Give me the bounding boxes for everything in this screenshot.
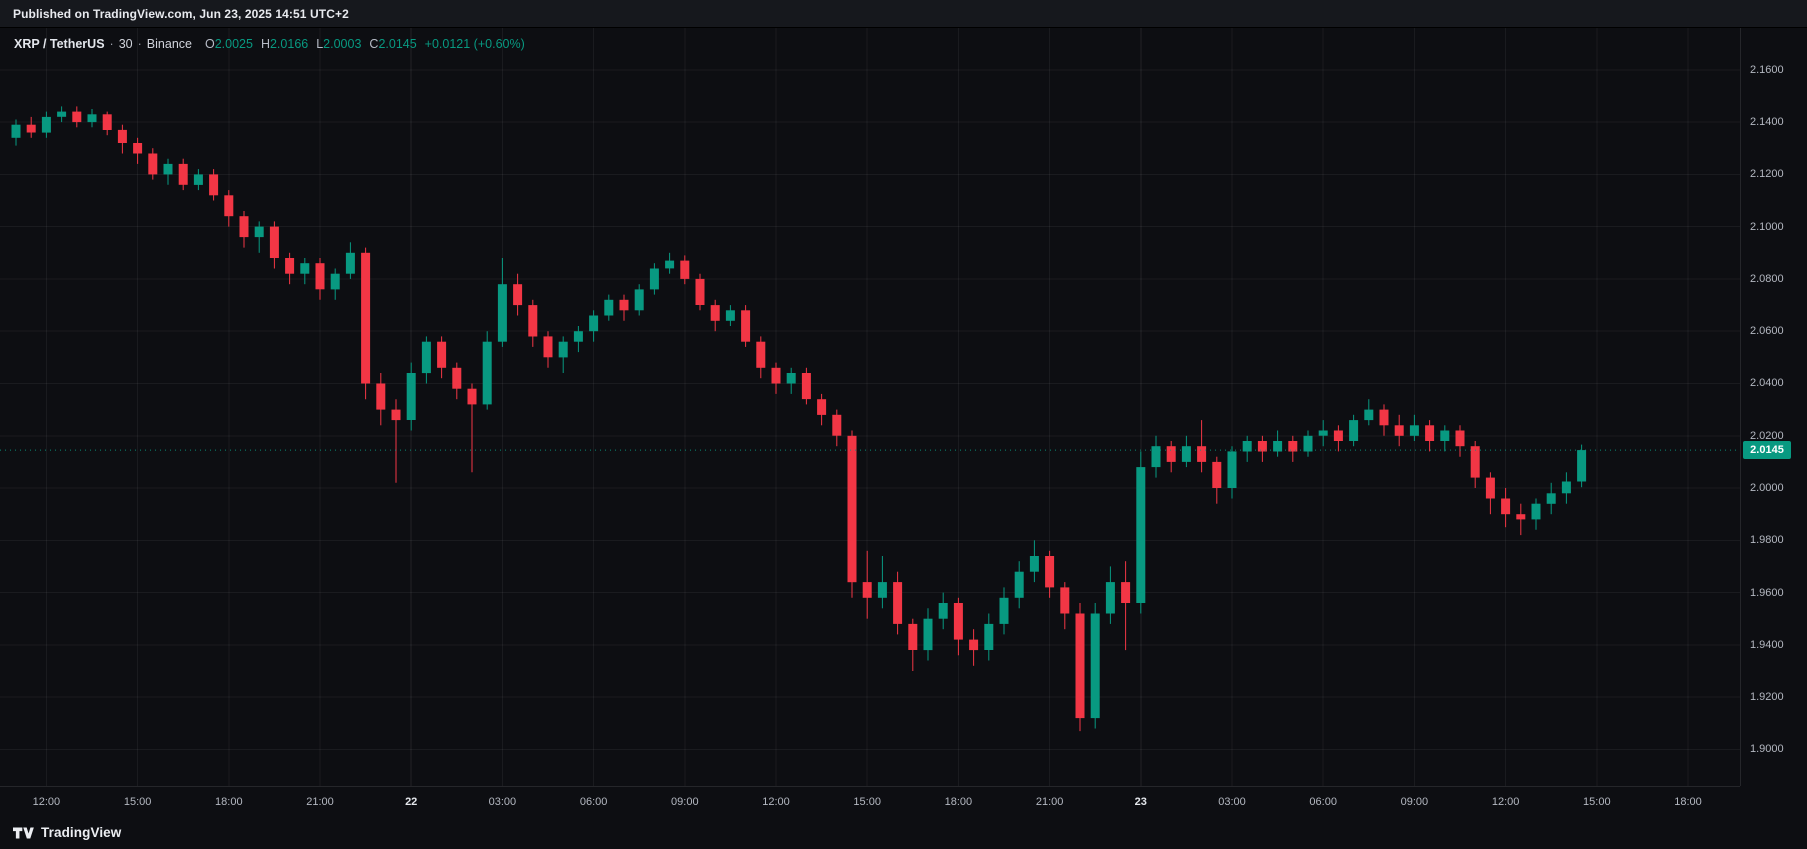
- footer-bar: TradingView: [0, 816, 1807, 849]
- price-tick-label: 2.1000: [1750, 220, 1784, 233]
- legend-separator: ·: [109, 37, 114, 51]
- symbol-legend: XRP / TetherUS · 30 · Binance O2.0025 H2…: [14, 37, 525, 51]
- time-tick-label: 15:00: [1583, 796, 1611, 808]
- published-banner: Published on TradingView.com, Jun 23, 20…: [0, 0, 1807, 28]
- price-tick-label: 1.9600: [1750, 586, 1784, 599]
- time-tick-label: 21:00: [306, 796, 334, 808]
- price-tick-label: 2.0600: [1750, 325, 1784, 338]
- time-tick-label: 18:00: [944, 796, 973, 808]
- price-tick-label: 2.1400: [1750, 116, 1784, 129]
- ohlc-low-value: 2.0003: [323, 37, 362, 51]
- price-tick-label: 2.0800: [1750, 272, 1784, 285]
- time-tick-label: 09:00: [671, 796, 699, 808]
- time-tick-label: 18:00: [215, 796, 243, 808]
- time-tick-label: 09:00: [1400, 796, 1429, 808]
- tradingview-logo-icon[interactable]: [13, 826, 34, 840]
- interval-label: 30: [118, 37, 133, 51]
- ohlc-open: O2.0025: [204, 37, 253, 51]
- date-tick-label: 23: [1134, 796, 1147, 808]
- exchange-label: Binance: [146, 37, 192, 51]
- ohlc-open-value: 2.0025: [214, 37, 253, 51]
- time-tick-label: 15:00: [853, 796, 881, 808]
- time-tick-label: 15:00: [123, 796, 152, 808]
- price-tick-label: 1.9400: [1750, 638, 1784, 651]
- ohlc-close: C2.0145: [369, 37, 417, 51]
- time-tick-label: 06:00: [1309, 796, 1337, 808]
- price-tick-label: 2.0000: [1750, 482, 1784, 495]
- symbol-title: XRP / TetherUS: [14, 37, 105, 51]
- chart-plot-area[interactable]: XRP / TetherUS · 30 · Binance O2.0025 H2…: [0, 28, 1740, 786]
- date-tick-label: 22: [405, 796, 418, 808]
- time-tick-label: 12:00: [762, 796, 790, 808]
- legend-separator: ·: [137, 37, 142, 51]
- change-value: +0.0121 (+0.60%): [424, 37, 525, 51]
- tradingview-wordmark[interactable]: TradingView: [41, 825, 122, 840]
- time-tick-label: 03:00: [1218, 796, 1246, 808]
- price-tick-label: 2.1600: [1750, 63, 1784, 76]
- time-tick-label: 21:00: [1035, 796, 1064, 808]
- ohlc-low: L2.0003: [316, 37, 362, 51]
- last-price-badge: 2.0145: [1743, 441, 1791, 460]
- price-tick-label: 2.1200: [1750, 168, 1784, 181]
- ohlc-readout: O2.0025 H2.0166 L2.0003 C2.0145 +0.0121 …: [205, 37, 525, 51]
- time-tick-label: 03:00: [488, 796, 517, 808]
- price-tick-label: 1.9000: [1750, 743, 1784, 756]
- price-scale[interactable]: 2.0145 2.1600 2.1400 2.1200 2.1000 2.0800 2.0…: [1740, 28, 1807, 786]
- candlestick-chart[interactable]: [0, 28, 1740, 786]
- price-tick-label: 1.9800: [1750, 534, 1784, 547]
- published-text: Published on TradingView.com, Jun 23, 20…: [13, 6, 349, 21]
- ohlc-close-value: 2.0145: [378, 37, 417, 51]
- price-tick-label: 2.0200: [1750, 429, 1784, 442]
- time-tick-label: 12:00: [1491, 796, 1520, 808]
- time-tick-label: 06:00: [579, 796, 608, 808]
- price-tick-label: 2.0400: [1750, 377, 1784, 390]
- ohlc-high: H2.0166: [260, 37, 309, 51]
- price-tick-label: 1.9200: [1750, 691, 1784, 704]
- time-tick-label: 12:00: [32, 796, 61, 808]
- time-tick-label: 18:00: [1674, 796, 1702, 808]
- ohlc-high-value: 2.0166: [269, 37, 309, 51]
- time-scale[interactable]: 12:00 15:00 18:00 21:00 22 03:00 06:00 09:00 12:…: [0, 786, 1740, 816]
